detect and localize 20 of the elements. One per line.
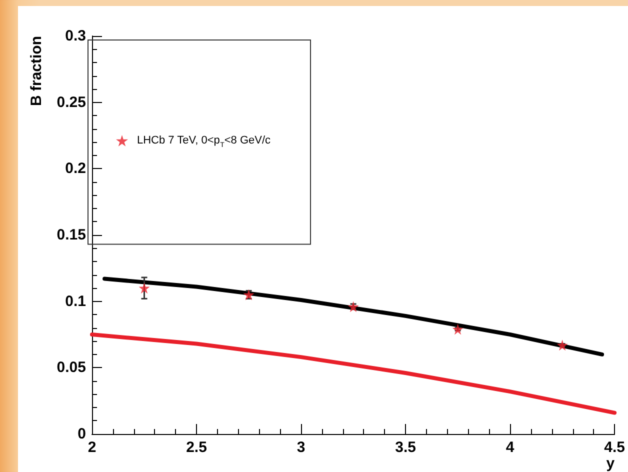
y-tick-label: 0.1 <box>65 292 86 310</box>
y-tick-label: 0 <box>78 426 86 442</box>
y-tick-label: 0.3 <box>65 28 86 44</box>
y-tick-label: 0.2 <box>65 160 86 178</box>
y-tick-label: 0.25 <box>56 94 86 111</box>
point <box>452 324 464 335</box>
line-series <box>102 276 604 356</box>
y-tick-label: 0.15 <box>56 226 86 244</box>
point <box>556 340 568 351</box>
x-axis-title: y <box>606 455 616 472</box>
y-tick-label: 0.05 <box>56 359 86 376</box>
x-tick-label: 4 <box>506 439 515 456</box>
point <box>138 282 150 294</box>
x-tick-label: 2.5 <box>186 439 207 456</box>
y-axis-title: B fraction <box>28 36 45 106</box>
x-tick-label: 2 <box>88 439 96 456</box>
line-series <box>90 332 617 415</box>
x-tick-label: 4.5 <box>604 439 626 456</box>
x-tick-label: 3 <box>296 439 306 456</box>
x-tick-label: 3.5 <box>395 439 416 456</box>
